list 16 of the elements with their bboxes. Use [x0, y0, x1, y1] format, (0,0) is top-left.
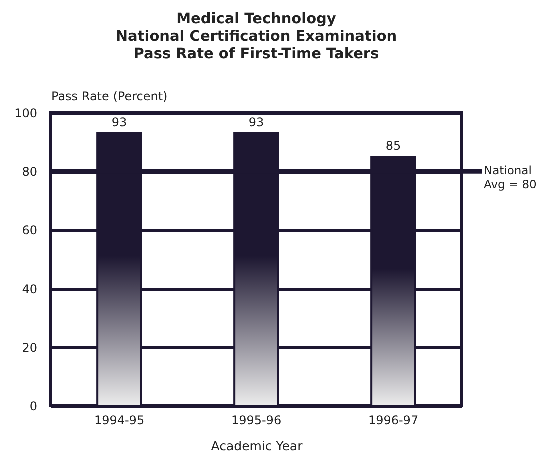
y-tick-label: 0 — [30, 400, 38, 414]
x-tick-label: 1995-96 — [231, 414, 282, 428]
y-axis-title: Pass Rate (Percent) — [52, 90, 168, 104]
x-tick-label: 1996-97 — [368, 414, 419, 428]
y-tick-label: 80 — [22, 165, 38, 180]
ref-line-label: National Avg = 80 — [484, 164, 537, 192]
data-label: 85 — [386, 138, 402, 153]
x-axis-title: Academic Year — [211, 438, 304, 454]
data-label: 93 — [112, 116, 128, 130]
x-tick-label: 1994-95 — [94, 414, 145, 428]
y-tick-label: 60 — [22, 224, 38, 238]
y-tick-label: 40 — [22, 282, 38, 296]
y-tick-label: 20 — [22, 340, 38, 355]
y-tick-label: 100 — [14, 106, 38, 120]
data-label: 93 — [248, 116, 264, 130]
chart-title: Medical Technology National Certification Examination Pass Rate of First-Time Takers — [116, 12, 398, 62]
